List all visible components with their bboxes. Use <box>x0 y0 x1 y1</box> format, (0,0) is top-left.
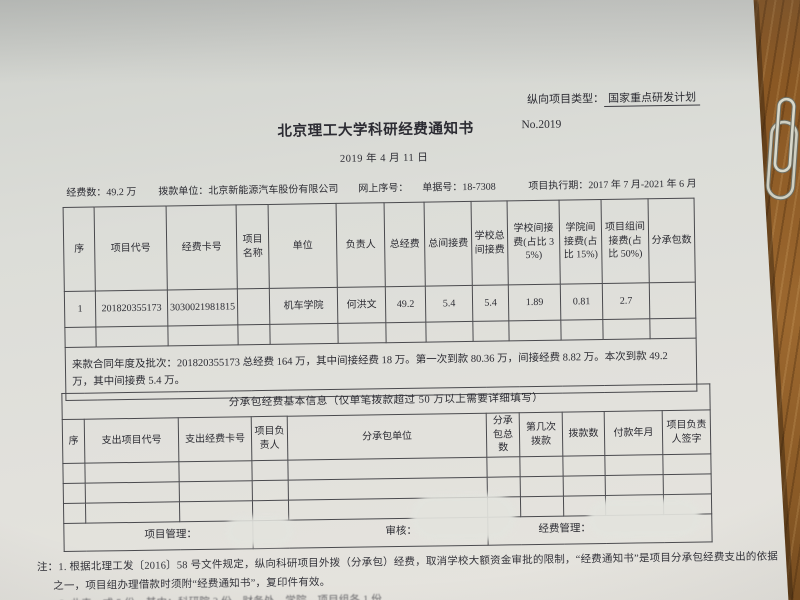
fund-amount: 经费数：49.2 万 <box>66 186 137 199</box>
data-cell: 49.2 <box>385 286 426 323</box>
data-cell: 0.81 <box>560 283 603 321</box>
funding-unit: 拨款单位：北京新能源汽车股份有限公司 <box>158 183 339 198</box>
main-funding-table: 序 项目代号 经费卡号 项目名称 单位 负责人 总经费 总间接费 学校总间接费 … <box>62 197 698 401</box>
main-table-header-row: 序 项目代号 经费卡号 项目名称 单位 负责人 总经费 总间接费 学校总间接费 … <box>63 198 696 292</box>
header-cell: 支出项目代号 <box>84 417 179 464</box>
data-cell: 2.7 <box>602 282 650 320</box>
document-number: No.2019 <box>521 118 562 132</box>
header-cell: 项目组间接费(占比 50%) <box>601 198 650 284</box>
header-cell: 项目名称 <box>236 204 270 289</box>
header-cell: 序 <box>62 419 85 464</box>
web-serial: 网上序号： <box>358 182 409 195</box>
data-cell: 1.89 <box>508 284 561 321</box>
data-cell: 3030021981815 <box>167 288 238 326</box>
header-cell: 序 <box>63 207 96 292</box>
footnote-line-3: 2. 此表一式 5 份，其中：科研院 2 份，财务处、学院、项目组各 1 份 <box>59 591 382 600</box>
data-cell: 201820355173 <box>95 289 168 328</box>
project-period: 项目执行期：2017 年 7 月-2021 年 6 月 <box>528 178 697 193</box>
document-date: 2019 年 4 月 11 日 <box>339 152 429 165</box>
header-cell: 单位 <box>268 203 338 289</box>
header-cell: 经费卡号 <box>166 204 238 290</box>
header-cell: 负责人 <box>336 202 386 288</box>
header-cell: 第几次拨款 <box>519 412 563 457</box>
project-type-value: 国家重点研发计划 <box>603 91 701 107</box>
header-cell: 学院间接费(占比 15%) <box>559 199 603 285</box>
header-cell: 学校总间接费 <box>471 200 509 286</box>
data-cell: 何洪文 <box>337 286 386 324</box>
data-cell: 机车学院 <box>269 287 338 325</box>
header-cell: 项目负责人签字 <box>662 409 711 455</box>
header-cell: 付款年月 <box>604 410 663 456</box>
data-cell: 5.4 <box>425 285 473 323</box>
header-cell: 项目代号 <box>94 205 168 292</box>
data-cell <box>649 282 696 319</box>
footnote-line-1: 注：1. 根据北理工发〔2016〕58 号文件规定，纵向科研项目外拨（分承包）经… <box>36 551 779 574</box>
data-cell: 1 <box>64 291 96 328</box>
header-cell: 分承包数 <box>648 198 696 283</box>
paperclip-icon <box>765 96 799 201</box>
project-management-label: 项目管理： <box>63 520 254 552</box>
project-type-line: 纵向项目类型： 国家重点研发计划 <box>526 89 701 108</box>
header-cell: 支出经费卡号 <box>178 416 252 462</box>
header-cell: 项目负责人 <box>251 416 288 461</box>
page-title: 北京理工大学科研经费通知书 <box>277 120 474 140</box>
redaction-blur <box>587 498 701 539</box>
receipt-number: 单据号：18-7308 <box>422 181 496 194</box>
header-cell: 总经费 <box>384 202 426 287</box>
project-type-label: 纵向项目类型： <box>526 92 605 107</box>
header-cell: 分承包总数 <box>486 412 520 458</box>
footnote-line-2: 之一，项目组办理借款时须附“经费通知书”，复印件有效。 <box>53 577 331 593</box>
header-cell: 总间接费 <box>424 201 473 287</box>
header-cell: 学校间接费(占比 35%) <box>507 200 561 285</box>
header-cell: 分承包单位 <box>287 413 487 461</box>
data-cell: 5.4 <box>472 284 509 322</box>
redaction-blur <box>410 493 516 541</box>
header-cell: 拨款数 <box>562 411 605 457</box>
data-cell <box>237 288 270 325</box>
redaction-blur <box>225 515 294 547</box>
